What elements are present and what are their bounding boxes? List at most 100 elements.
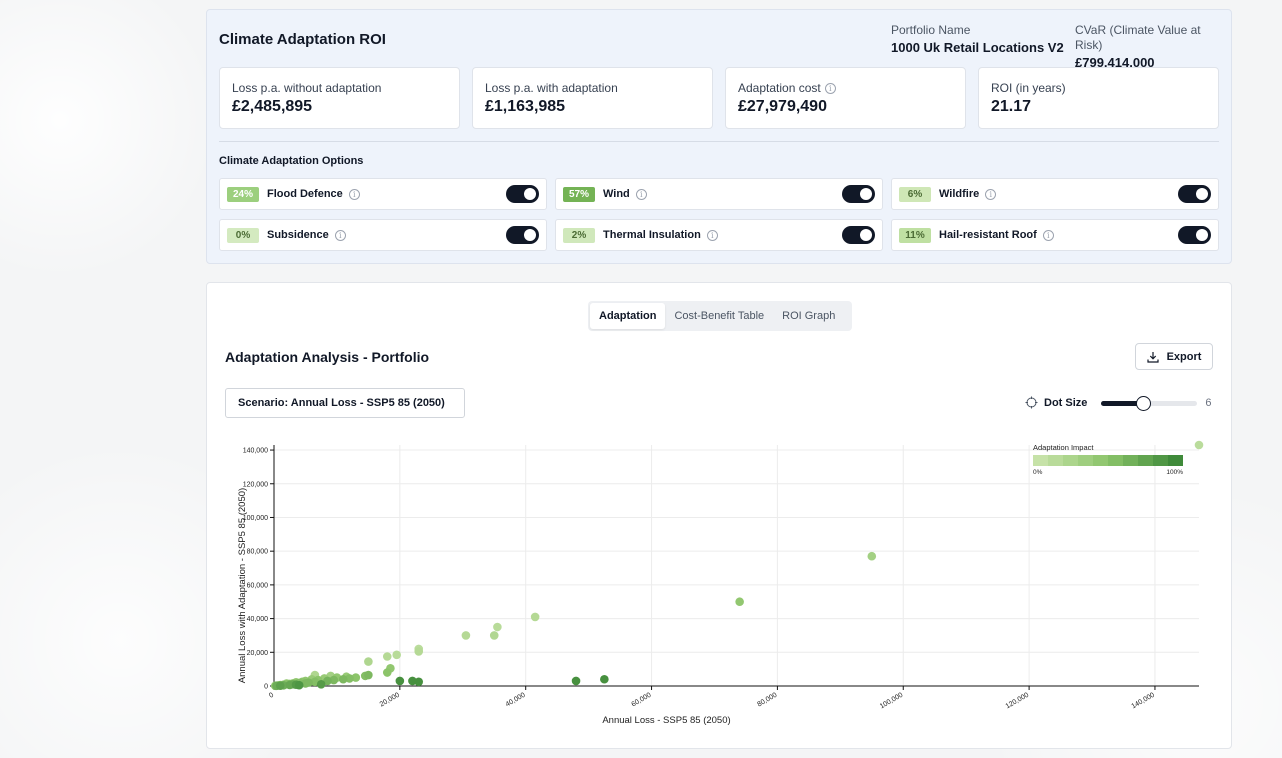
option-percentage-badge: 2% [563,227,595,243]
scenario-selector[interactable]: Scenario: Annual Loss - SSP5 85 (2050) [225,388,465,418]
option-thermal-insulation: 2% Thermal Insulation i [555,219,883,251]
info-icon[interactable]: i [706,229,718,241]
legend-swatch [1153,455,1168,466]
adaptation-options-title: Climate Adaptation Options [219,155,364,167]
kpi-label: ROI (in years) [991,81,1066,95]
legend-swatch [1168,455,1183,466]
info-icon[interactable]: i [635,188,647,200]
flood-defence-toggle[interactable] [506,185,539,203]
portfolio-label: Portfolio Name [891,23,971,37]
data-point [275,681,285,690]
legend-swatch [1108,455,1123,466]
x-tick-label: 0 [268,692,275,700]
kpi-roi-years: ROI (in years) 21.17 [978,67,1219,129]
data-point [294,680,304,690]
legend-swatch [1033,455,1048,466]
option-percentage-badge: 6% [899,186,931,202]
data-point [493,622,502,632]
kpi-loss-with-adaptation: Loss p.a. with adaptation £1,163,985 [472,67,713,129]
adaptation-scatter-chart: 0 20,000 40,000 60,000 80,000 100,000 120,000 1… [237,440,1204,726]
data-point [364,657,373,666]
wind-toggle[interactable] [842,185,875,203]
info-icon[interactable]: i [334,229,346,241]
analysis-title: Adaptation Analysis - Portfolio [225,349,430,365]
option-percentage-badge: 24% [227,186,259,202]
legend-min-label: 0% [1033,469,1043,476]
data-point [414,677,424,687]
data-point [571,676,581,686]
kpi-value: £27,979,490 [738,98,827,115]
option-percentage-badge: 11% [899,227,931,243]
dot-size-control: Dot Size 6 [1025,395,1212,411]
data-point [735,597,744,607]
info-icon[interactable]: i [985,188,997,200]
x-tick-label: 80,000 [756,692,778,709]
y-tick-label: 40,000 [247,616,269,623]
y-tick-label: 140,000 [243,448,268,455]
portfolio-info: Portfolio Name 1000 Uk Retail Locations … [891,23,1064,55]
option-flood-defence: 24% Flood Defence i [219,178,547,210]
dot-size-slider[interactable] [1101,395,1198,411]
data-point [382,668,392,677]
y-axis-label: Annual Loss with Adaptation - SSP5 85 (2… [237,488,248,683]
data-point [285,680,295,690]
option-label: Hail-resistant Roof [939,229,1037,241]
data-point [600,674,609,684]
data-point [414,647,424,656]
divider [219,141,1219,142]
data-point [316,680,326,689]
x-tick-label: 40,000 [505,692,527,709]
data-point [323,676,332,686]
data-point [489,631,499,640]
option-wind: 57% Wind i [555,178,883,210]
data-point [867,551,877,561]
cvar-value: £799,414,000 [1075,55,1155,70]
portfolio-value: 1000 Uk Retail Locations V2 [891,40,1064,55]
adaptation-analysis-card: Adaptation Cost-Benefit Table ROI Graph … [206,282,1232,749]
toggle-knob [524,229,536,241]
toggle-knob [1196,229,1208,241]
data-point [530,612,540,622]
data-point [382,652,392,661]
option-percentage-badge: 57% [563,186,595,202]
tab-cost-benefit-table[interactable]: Cost-Benefit Table [674,310,765,322]
cvar-label: CVaR (Climate Value at Risk) [1075,23,1201,52]
option-label: Subsidence [267,229,329,241]
slider-thumb[interactable] [1135,395,1151,411]
x-tick-label: 100,000 [879,692,905,711]
data-point [338,674,348,684]
toggle-knob [524,188,536,200]
legend-swatch [1048,455,1063,466]
info-icon[interactable]: i [348,188,360,200]
x-tick-label: 140,000 [1131,692,1157,711]
kpi-adaptation-cost: Adaptation cost i £27,979,490 [725,67,966,129]
roi-title: Climate Adaptation ROI [219,31,386,48]
toggle-knob [1196,188,1208,200]
x-tick-label: 120,000 [1005,692,1031,711]
y-tick-label: 0 [264,684,268,691]
option-wildfire: 6% Wildfire i [891,178,1219,210]
kpi-value: £2,485,895 [232,98,313,115]
legend-swatch [1123,455,1138,466]
wildfire-toggle[interactable] [1178,185,1211,203]
option-hail-resistant-roof: 11% Hail-resistant Roof i [891,219,1219,251]
export-button[interactable]: Export [1135,343,1213,370]
subsidence-toggle[interactable] [506,226,539,244]
kpi-label: Adaptation cost [738,81,821,95]
dot-size-value: 6 [1205,396,1212,409]
kpi-value: 21.17 [991,98,1032,115]
info-icon[interactable]: i [824,82,836,94]
option-label: Wildfire [939,188,980,200]
option-label: Wind [603,188,630,200]
info-icon[interactable]: i [1042,229,1054,241]
y-tick-label: 120,000 [243,481,268,488]
climate-adaptation-roi-card: Climate Adaptation ROI Portfolio Name 10… [206,9,1232,264]
data-point [1194,440,1204,450]
tab-adaptation[interactable]: Adaptation [590,303,666,329]
legend-swatch [1063,455,1078,466]
hail-resistant-roof-toggle[interactable] [1178,226,1211,244]
data-point [408,676,417,686]
tab-roi-graph[interactable]: ROI Graph [782,310,836,322]
export-label: Export [1166,350,1202,363]
thermal-insulation-toggle[interactable] [842,226,875,244]
